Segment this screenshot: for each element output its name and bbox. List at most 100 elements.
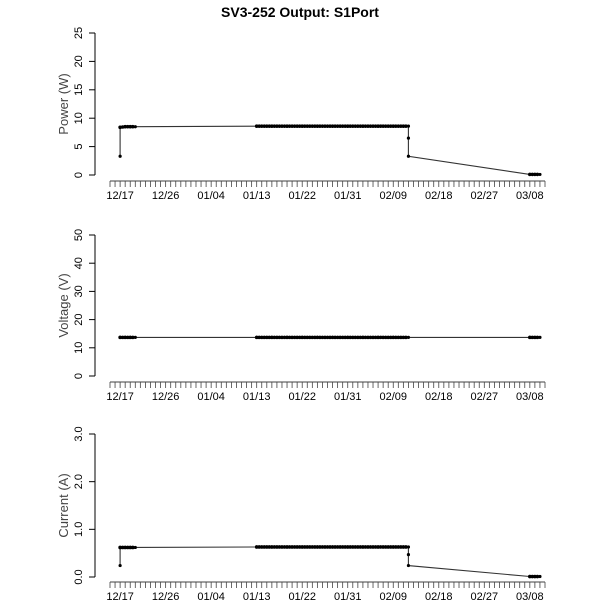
data-point (320, 545, 325, 549)
data-point (343, 335, 348, 340)
data-point (318, 545, 322, 549)
data-point (275, 335, 279, 340)
data-point (373, 545, 378, 549)
data-point (323, 335, 327, 340)
data-point (388, 335, 393, 340)
data-point (133, 545, 137, 550)
data-point (128, 335, 133, 340)
data-point (267, 545, 272, 549)
data-point (265, 124, 269, 128)
data-point (371, 124, 375, 128)
data-point (396, 545, 401, 549)
y-tick-label: 40 (73, 257, 85, 269)
data-point (361, 124, 365, 128)
panel-1: 0 5 10 15 20 25 Power (W) 12/17 12/26 01/04 01/13 0… (56, 27, 546, 202)
data-point (313, 545, 317, 549)
data-point (257, 545, 262, 549)
x-tick-label: 01/04 (197, 190, 225, 202)
data-point (376, 545, 380, 549)
data-point (272, 545, 277, 549)
data-point (275, 124, 279, 128)
data-point (363, 124, 368, 128)
data-point (323, 545, 327, 549)
series-line (119, 125, 540, 175)
data-point (282, 545, 287, 549)
x-tick-label: 01/22 (288, 591, 316, 600)
data-point (285, 124, 289, 128)
data-point (404, 335, 408, 340)
data-point (118, 154, 122, 158)
data-point (333, 545, 337, 549)
y-tick-label: 0 (73, 172, 85, 178)
data-point (335, 335, 340, 340)
data-point (383, 335, 388, 340)
panel-2: 0 10 20 30 40 50 Voltage (V) 12/17 12/26 01/04 01/… (56, 229, 546, 403)
data-point (130, 335, 135, 340)
data-point (333, 124, 337, 128)
data-point (404, 124, 408, 128)
data-point (325, 124, 330, 128)
page-title: SV3-252 Output: S1Port (221, 4, 379, 20)
data-point (130, 545, 135, 550)
data-point (388, 545, 393, 549)
data-point (290, 335, 294, 340)
data-point (328, 545, 332, 549)
x-tick-label: 12/17 (106, 591, 134, 600)
data-point (277, 124, 282, 128)
data-point (363, 545, 368, 549)
y-tick-label: 0 (73, 373, 85, 379)
data-point (335, 124, 340, 128)
data-point (310, 545, 315, 549)
data-point (340, 545, 345, 549)
data-point (325, 335, 330, 340)
data-point (361, 545, 365, 549)
data-point (386, 124, 390, 128)
x-tick-label: 01/13 (243, 190, 271, 202)
y-tick-label: 3.0 (73, 426, 85, 441)
x-tick-label: 03/08 (516, 591, 544, 600)
data-point (530, 335, 535, 340)
data-point (401, 124, 406, 128)
data-point (528, 574, 532, 579)
y-tick-label: 10 (73, 342, 85, 354)
data-point (128, 545, 133, 550)
data-point (125, 335, 130, 340)
data-point (358, 545, 363, 549)
y-tick-label: 30 (73, 285, 85, 297)
x-tick-label: 12/17 (106, 190, 134, 202)
data-point (315, 335, 320, 340)
x-tick-label: 02/18 (425, 190, 453, 202)
data-point (353, 124, 358, 128)
data-point (282, 124, 287, 128)
y-tick-label: 10 (73, 112, 85, 124)
data-point (343, 545, 348, 549)
data-point (292, 124, 297, 128)
data-point (406, 563, 411, 568)
data-point (333, 335, 337, 340)
data-point (350, 124, 355, 128)
data-point (530, 172, 535, 177)
x-tick-label: 02/27 (471, 391, 499, 403)
data-point (371, 335, 375, 340)
data-point (277, 335, 282, 340)
data-point (381, 124, 385, 128)
x-axis-tick-band (109, 381, 546, 388)
data-point (133, 335, 137, 339)
data-point (356, 335, 360, 340)
data-point (120, 545, 125, 550)
data-point (295, 545, 299, 549)
data-point (118, 335, 122, 340)
data-point (118, 545, 122, 550)
data-point (378, 124, 383, 128)
data-point (348, 545, 353, 549)
data-point (254, 545, 259, 549)
x-tick-label: 02/27 (471, 591, 499, 600)
data-point (118, 563, 122, 568)
data-point (275, 545, 279, 549)
data-point (335, 545, 340, 549)
data-point (125, 124, 130, 129)
x-tick-label: 02/27 (471, 190, 499, 202)
data-point (406, 124, 411, 128)
y-tick-label: 15 (73, 84, 85, 96)
data-point (345, 545, 350, 549)
